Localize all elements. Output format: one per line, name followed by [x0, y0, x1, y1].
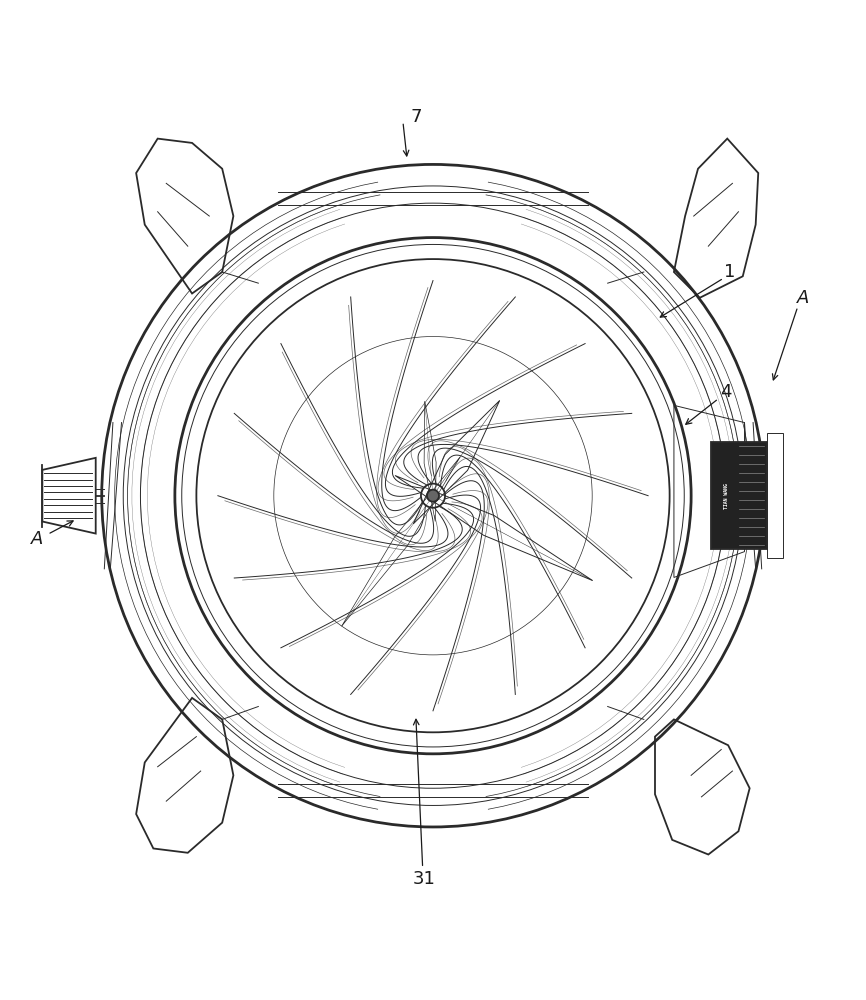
Polygon shape — [711, 442, 767, 549]
Text: 7: 7 — [410, 108, 422, 126]
Text: 4: 4 — [720, 383, 731, 401]
Text: 1: 1 — [724, 263, 735, 281]
Text: 31: 31 — [413, 870, 436, 888]
Circle shape — [427, 490, 439, 502]
Text: A: A — [31, 530, 43, 548]
Text: A: A — [797, 289, 809, 307]
Text: TIAN WANG: TIAN WANG — [724, 483, 729, 509]
